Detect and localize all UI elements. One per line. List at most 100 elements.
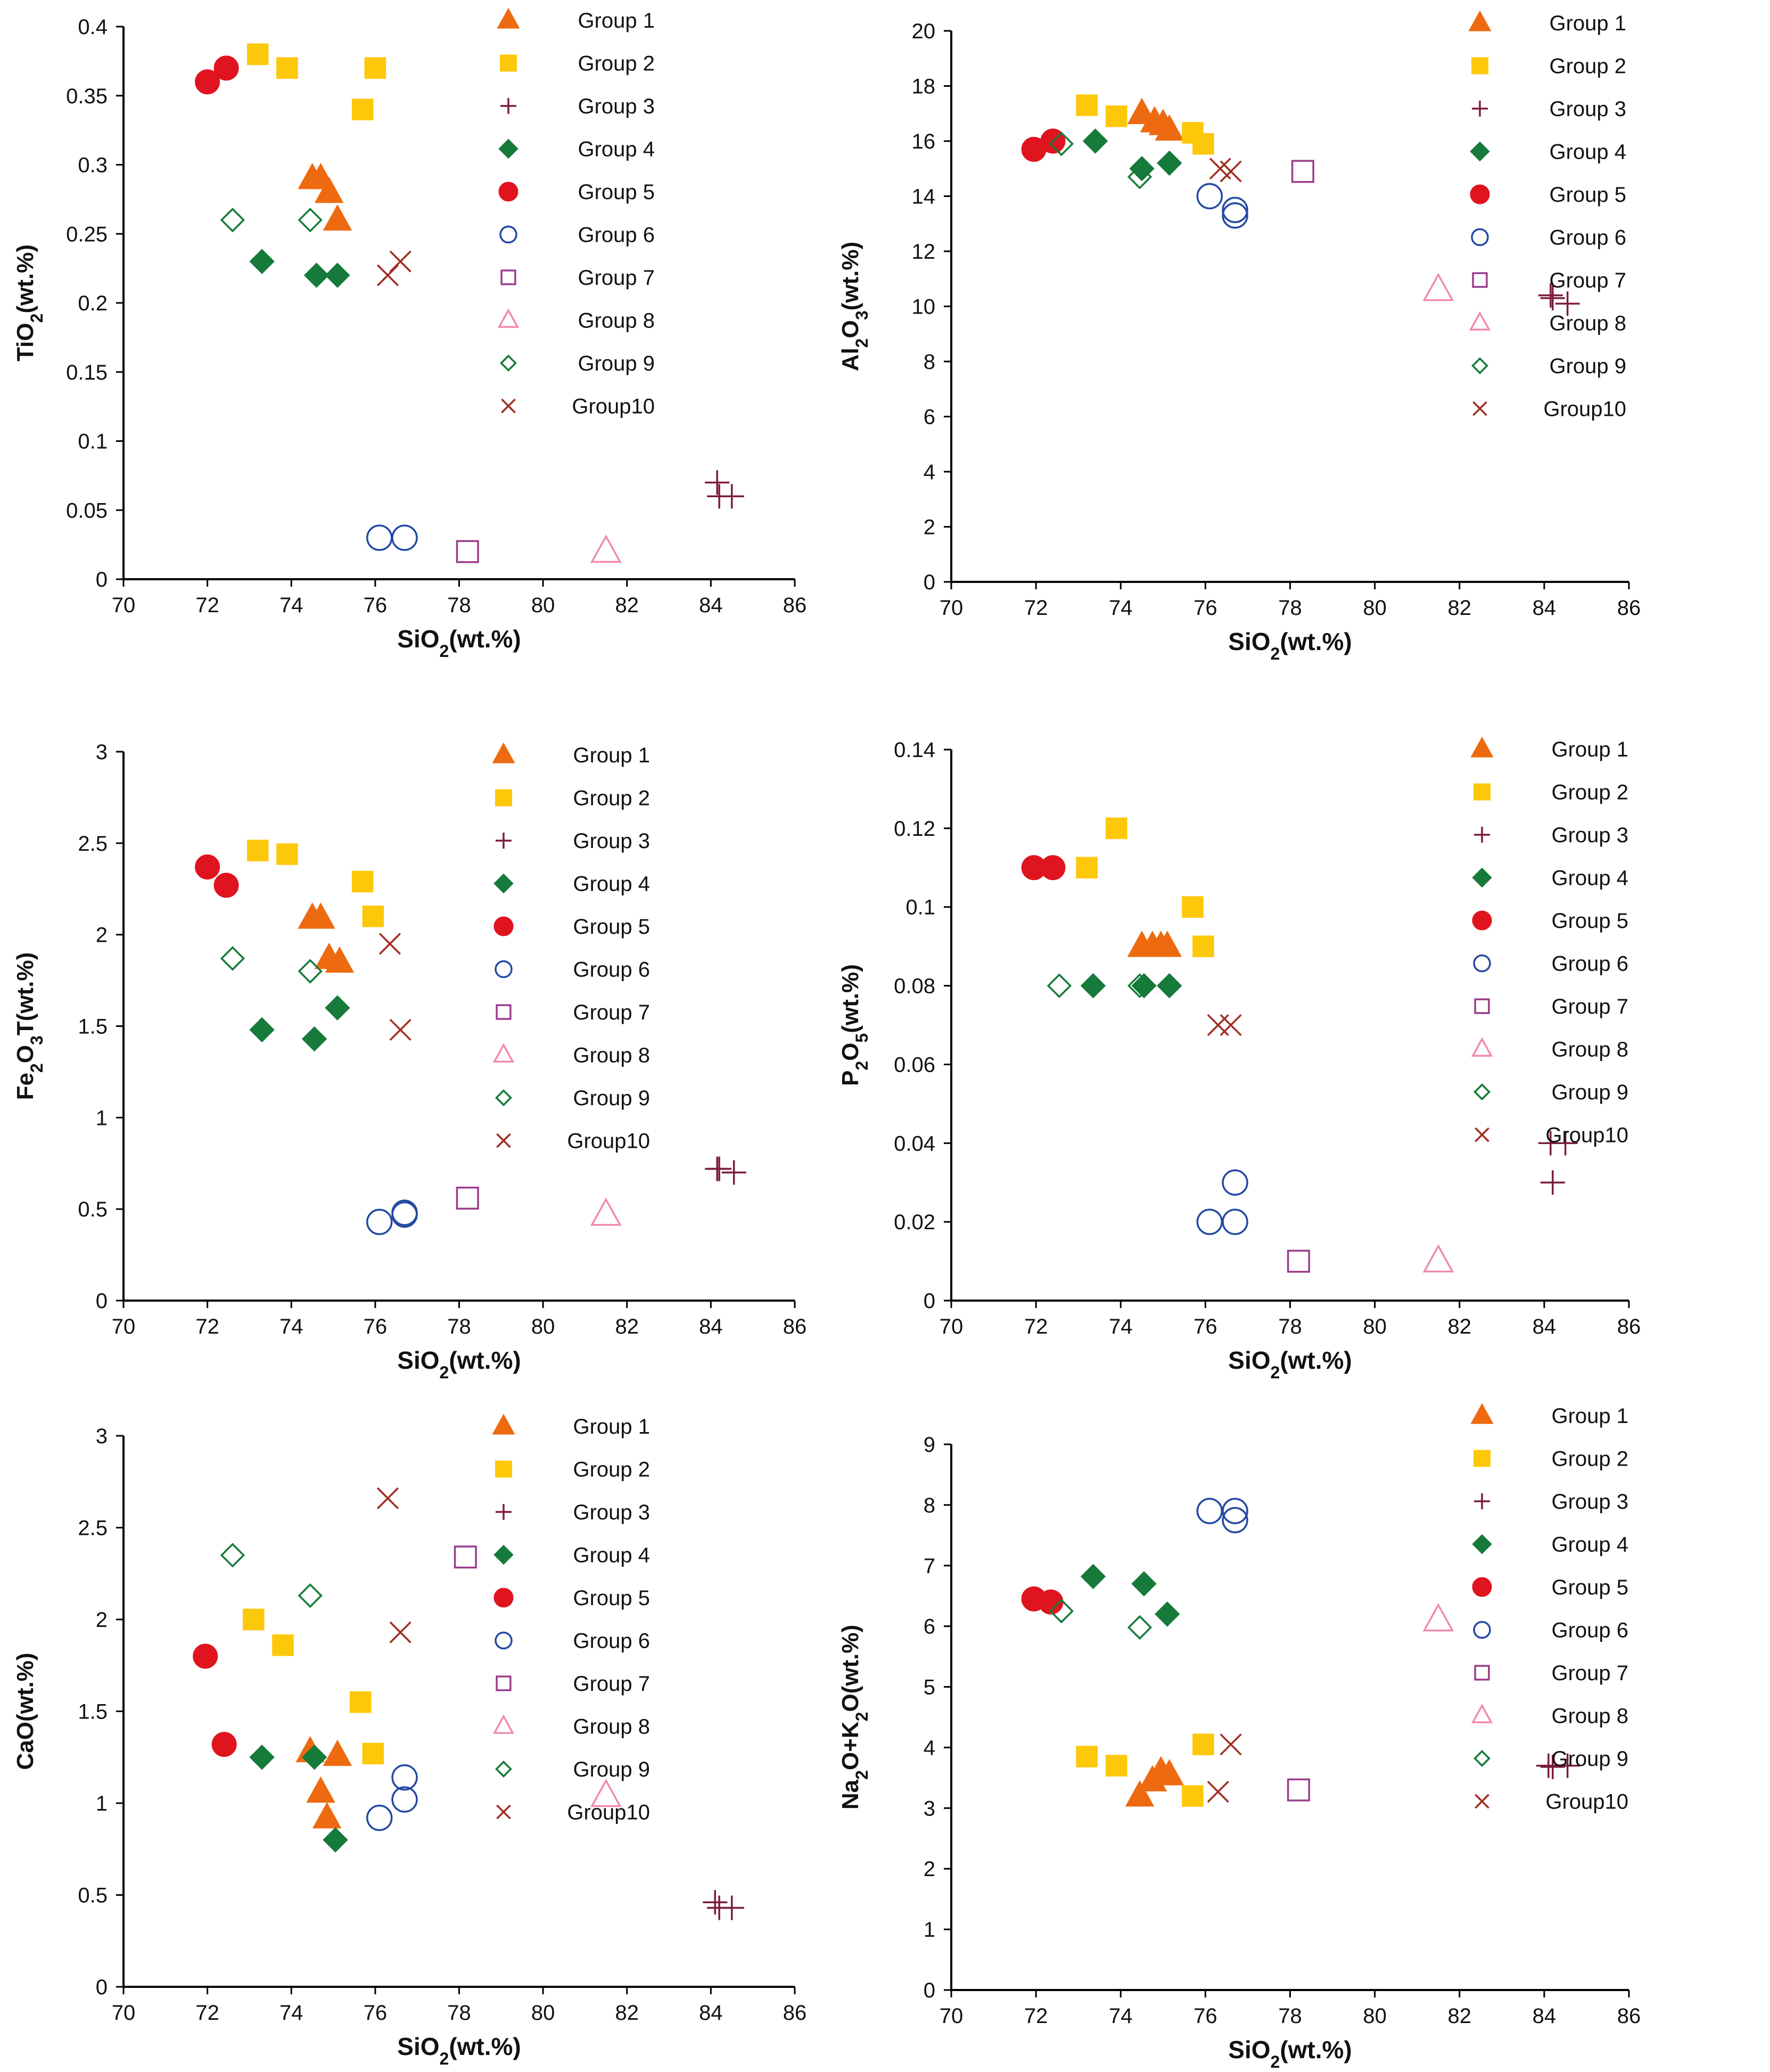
data-point-group-4	[1080, 1564, 1106, 1589]
legend-marker-group-1	[1470, 1403, 1494, 1424]
y-tick-label: 0.02	[894, 1211, 935, 1234]
legend-label: Group 9	[1551, 1747, 1628, 1771]
legend-label: Group 4	[1551, 1533, 1628, 1557]
y-tick-label: 16	[912, 130, 936, 153]
data-point-group-4	[249, 1017, 275, 1043]
x-tick-label: 72	[195, 1315, 219, 1338]
data-point-group-4	[301, 1026, 327, 1052]
y-tick-label: 5	[924, 1676, 935, 1699]
x-tick-label: 72	[1024, 1315, 1048, 1338]
data-point-group10	[376, 1487, 399, 1509]
legend-marker-group-8	[497, 308, 520, 328]
data-point-group-4	[249, 249, 275, 274]
data-point-group-9	[1127, 973, 1152, 998]
data-point-group-6	[1196, 1208, 1223, 1235]
data-point-group-8	[1422, 1244, 1454, 1273]
legend-marker-group-9	[1471, 357, 1488, 374]
legend-marker-group-9	[1473, 1750, 1491, 1767]
x-axis-label: SiO2(wt.%)	[397, 2033, 521, 2068]
legend-marker-group-1	[497, 7, 520, 29]
y-tick-label: 0.4	[78, 15, 108, 39]
x-tick-label: 70	[940, 596, 964, 620]
legend-label: Group 5	[578, 180, 655, 204]
legend-label: Group 6	[1551, 952, 1628, 976]
legend: Group 1 Group 2 Group 3 Group 4 Group 5 Group…	[492, 1413, 650, 1824]
data-point-group-2	[351, 98, 374, 120]
legend-marker-group-1	[492, 742, 515, 763]
data-point-group-2	[1106, 105, 1127, 127]
legend-marker-group-9	[500, 355, 517, 372]
x-tick-label: 74	[1109, 596, 1133, 620]
legend-label: Group 2	[573, 787, 650, 810]
x-tick-label: 86	[783, 2001, 807, 2025]
x-tick-label: 78	[447, 1315, 471, 1338]
data-point-group-6	[366, 1208, 393, 1235]
x-tick-label: 84	[699, 2001, 723, 2025]
data-point-group-5	[211, 1732, 237, 1757]
x-tick-label: 76	[364, 594, 388, 617]
data-point-group-9	[1127, 165, 1152, 190]
data-point-group10	[1207, 1014, 1229, 1037]
legend-marker-group-8	[492, 1043, 515, 1063]
x-tick-label: 86	[783, 594, 807, 617]
legend-marker-group-7	[1474, 1665, 1490, 1681]
y-tick-label: 0	[96, 1289, 108, 1313]
legend-label: Group 7	[1549, 269, 1626, 292]
data-point-group-3	[1553, 1131, 1578, 1156]
legend-label: Group 3	[1549, 97, 1626, 121]
legend-label: Group10	[572, 395, 655, 418]
y-tick-label: 0	[924, 1289, 935, 1313]
data-point-group-1	[314, 176, 344, 203]
data-point-group-9	[1049, 1599, 1074, 1624]
data-point-group-6	[1222, 1498, 1248, 1525]
legend-marker-group-4	[1472, 1534, 1492, 1555]
legend-label: Group 7	[573, 1672, 650, 1696]
x-axis-label: SiO2(wt.%)	[397, 1346, 521, 1382]
scatter-panel-1: 70 72 74 76 78 80 82 84 86 0 0.05 0.1 0.15 0.2 0.25 0.3…	[12, 7, 807, 661]
legend-marker-group-7	[1474, 998, 1490, 1014]
legend-label: Group 7	[1551, 1662, 1628, 1685]
legend-label: Group 5	[573, 915, 650, 939]
legend-label: Group 4	[1549, 141, 1626, 164]
data-point-group-1	[1155, 114, 1184, 141]
legend: Group 1 Group 2 Group 3 Group 4 Group 5 Group…	[497, 7, 655, 418]
data-point-group-6	[391, 524, 418, 551]
legend-label: Group 8	[1551, 1038, 1628, 1062]
x-tick-label: 74	[1109, 2004, 1133, 2028]
x-tick-label: 70	[112, 594, 136, 617]
data-point-group-3	[719, 484, 744, 509]
y-tick-label: 2	[96, 1608, 108, 1632]
data-point-group-6	[1222, 202, 1248, 229]
legend-label: Group 1	[1551, 1404, 1628, 1428]
legend-label: Group 4	[573, 873, 650, 896]
data-point-group-2	[1192, 133, 1214, 155]
legend-marker-group-4	[493, 873, 514, 894]
data-point-group-5	[1040, 855, 1066, 881]
x-tick-label: 78	[1278, 2004, 1302, 2028]
data-point-group-4	[1080, 973, 1106, 999]
legend-label: Group 1	[573, 744, 650, 767]
y-tick-label: 6	[924, 1615, 935, 1639]
legend-label: Group 3	[573, 1501, 650, 1524]
legend-label: Group 2	[1551, 1448, 1628, 1471]
y-axis-label: TiO2(wt.%)	[12, 244, 46, 361]
legend-marker-group-4	[493, 1544, 514, 1565]
scatter-panel-3: 70 72 74 76 78 80 82 84 86 0 0.5 1 1.5 2 2.5 3 SiO2(wt.%…	[12, 741, 806, 1382]
data-point-group-9	[1047, 973, 1072, 998]
y-tick-label: 0.04	[894, 1132, 935, 1155]
data-point-group-3	[1555, 1753, 1580, 1778]
legend-marker-group-5	[493, 1588, 514, 1608]
data-point-group10	[389, 1018, 411, 1041]
y-tick-label: 0.08	[894, 975, 935, 998]
legend-label: Group10	[1545, 1124, 1628, 1147]
x-tick-label: 86	[1617, 1315, 1641, 1338]
legend-label: Group 8	[1551, 1705, 1628, 1728]
data-point-group-6	[1222, 1169, 1248, 1196]
x-tick-label: 74	[279, 1315, 303, 1338]
data-point-group-2	[364, 57, 386, 79]
data-point-group-2	[246, 43, 269, 65]
data-point-group-4	[1082, 128, 1108, 154]
data-point-group-1	[325, 946, 355, 973]
x-tick-label: 70	[940, 2004, 964, 2028]
y-tick-label: 18	[912, 75, 936, 98]
